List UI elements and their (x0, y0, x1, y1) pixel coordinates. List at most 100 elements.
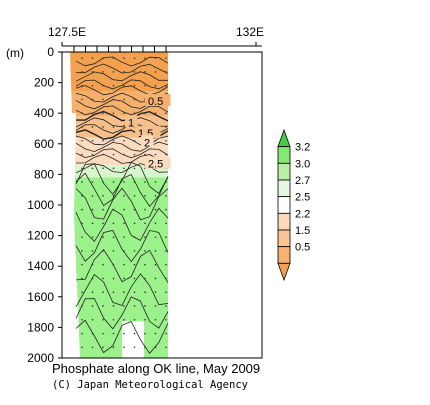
sample-dot (81, 71, 83, 73)
sample-dot (91, 346, 94, 349)
y-tick-label: 600 (34, 137, 54, 151)
sample-dot (144, 332, 146, 335)
sample-dot (112, 139, 115, 142)
colorbar-segment (277, 146, 291, 164)
sample-dot (81, 181, 83, 183)
sample-dot (112, 112, 115, 114)
contour-line-21 (75, 229, 169, 263)
sample-dot (123, 250, 125, 252)
contour-line-25 (75, 319, 169, 354)
sample-dot (133, 139, 136, 142)
colorbar-segment (277, 212, 291, 231)
sample-dot (81, 277, 83, 280)
sample-dot (81, 250, 83, 252)
y-tick-label: 200 (34, 76, 54, 90)
sample-dot (102, 181, 104, 183)
sample-dot (112, 332, 115, 335)
sample-dot (91, 57, 94, 59)
sample-dot (165, 277, 167, 280)
sample-dot (165, 250, 167, 252)
sample-dot (144, 195, 146, 197)
sample-dot (102, 153, 104, 156)
sample-dot (112, 167, 115, 170)
sample-dot (102, 291, 104, 294)
sample-dot (112, 57, 115, 59)
sample-dot (123, 277, 125, 280)
sample-dot (81, 98, 83, 101)
sample-dot (91, 305, 94, 307)
sample-dot (81, 305, 83, 307)
sample-dot (91, 332, 94, 335)
contour-line-22 (75, 248, 169, 283)
sample-dot (112, 291, 115, 294)
sample-dot (112, 153, 115, 156)
sample-dot (133, 318, 136, 321)
sample-dot (154, 71, 157, 73)
contour-labels: 0.511.522.5 (125, 93, 171, 171)
bottom-mask-wedge (70, 113, 80, 358)
sample-dot (112, 250, 115, 252)
sample-dot (133, 236, 136, 238)
sample-dot (133, 250, 136, 252)
colorbar-label: 0.5 (295, 242, 310, 254)
sample-dot (123, 84, 125, 87)
contour-label: 0.5 (148, 96, 163, 108)
sample-dot (165, 291, 167, 294)
section-band-5 (70, 177, 168, 358)
contour-label-bg (145, 156, 171, 169)
colorbar: 3.2 3.0 2.7 2.5 2.2 1.5 0.5 (277, 128, 310, 282)
sample-dot (154, 277, 157, 280)
sample-dot (112, 98, 115, 101)
sample-dot (165, 112, 167, 114)
sample-dot (154, 195, 157, 197)
contour-line-18 (75, 172, 169, 208)
sample-dot (154, 84, 157, 87)
sample-dot (91, 291, 94, 294)
y-tick-label: 2000 (27, 351, 54, 365)
sample-dot (165, 153, 167, 156)
sample-dot (123, 153, 125, 156)
colorbar-label: 2.7 (295, 175, 310, 187)
sample-dot (123, 332, 125, 335)
sample-dot (81, 263, 83, 266)
contour-line-0 (75, 56, 169, 67)
sample-dot (133, 305, 136, 307)
sample-dot (144, 291, 146, 294)
sample-dot (154, 236, 157, 238)
sample-dot (102, 139, 104, 142)
sample-dot (81, 318, 83, 321)
sample-dot (102, 71, 104, 73)
y-unit-label: (m) (6, 46, 24, 60)
sample-dot (154, 263, 157, 266)
sample-dot (123, 181, 125, 183)
sample-dot (91, 277, 94, 280)
sample-dot (102, 250, 104, 252)
sample-dot (112, 84, 115, 87)
y-tick-label: 1600 (27, 290, 54, 304)
sample-dot (133, 153, 136, 156)
sample-dot (102, 277, 104, 280)
sample-dot (81, 291, 83, 294)
colorbar-label: 2.2 (295, 208, 310, 220)
sample-dot (112, 181, 115, 183)
sample-dot (165, 126, 167, 128)
sample-dot (81, 153, 83, 156)
sample-dot (154, 346, 157, 349)
sample-dot (165, 195, 167, 197)
sample-dot (144, 57, 146, 59)
colorbar-label: 3.2 (295, 142, 310, 154)
sample-dot (123, 139, 125, 142)
contour-line-19 (75, 187, 169, 221)
contour-line-20 (75, 207, 169, 243)
sample-dot (81, 112, 83, 114)
sample-dot (144, 277, 146, 280)
sample-dot (91, 181, 94, 183)
sample-dot (133, 291, 136, 294)
sample-dot (144, 181, 146, 183)
contour-label-bg (141, 135, 154, 148)
sample-dot (133, 112, 136, 114)
contour-line-23 (75, 273, 169, 307)
chart-credit: (C) Japan Meteorological Agency (52, 379, 248, 391)
sample-dot (165, 332, 167, 335)
